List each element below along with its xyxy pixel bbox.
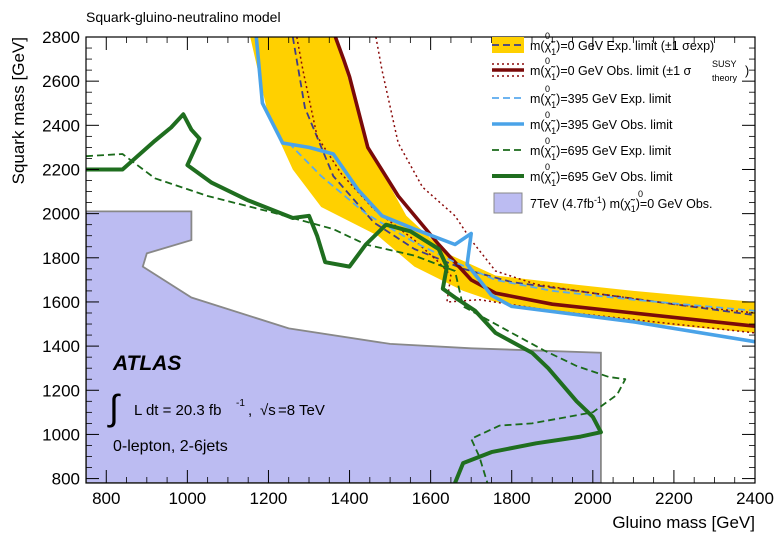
legend-sup-5: 0 [545,162,550,172]
energy-label: =8 TeV [278,402,325,419]
atlas-label: ATLAS [112,352,181,375]
legend-label-prev: 7TeV (4.7fb-1) m(χ̃1)=0 GeV Obs. [530,195,713,214]
x-tick-label: 1600 [412,489,450,508]
plot-frame [85,36,756,484]
y-axis-title: Squark mass [GeV] [9,37,28,184]
legend-sup-3: 0 [545,110,550,120]
x-tick-label: 2200 [655,489,693,508]
lumi-separator: , [248,402,252,419]
x-tick-label: 2400 [736,489,774,508]
legend-label-3: m(χ̃1)=395 GeV Obs. limit [530,118,673,136]
legend-sup-2: 0 [545,84,550,94]
y-tick-label: 2200 [42,160,80,179]
plot-area [86,37,755,483]
legend-label-5: m(χ̃1)=695 GeV Obs. limit [530,170,673,188]
lumi-integral: ∫ [107,387,121,428]
lumi-text: L dt = 20.3 fb [134,402,221,419]
legend-sup-1: 0 [545,56,550,66]
y-tick-label: 1600 [42,293,80,312]
y-tick-label: 2000 [42,205,80,224]
y-tick-label: 1200 [42,381,80,400]
lumi-exponent: -1 [236,398,245,409]
series-line-3 [296,37,755,334]
selection-label: 0-lepton, 2-6jets [113,438,228,455]
x-tick-label: 1000 [168,489,206,508]
y-tick-label: 1000 [42,425,80,444]
legend-paren: ) [745,64,749,78]
x-tick-label: 800 [92,489,120,508]
legend-sup-4: 0 [545,136,550,146]
x-tick-label: 1400 [331,489,369,508]
x-axis-title: Gluino mass [GeV] [612,513,755,532]
legend-label-2: m(χ̃1)=395 GeV Exp. limit [530,92,672,110]
y-tick-label: 2400 [42,116,80,135]
y-tick-label: 2600 [42,72,80,91]
legend-label-4: m(χ̃1)=695 GeV Exp. limit [530,144,672,162]
y-tick-label: 1400 [42,337,80,356]
previous-7tev-region [86,210,602,483]
legend-prev-sup: 0 [638,189,643,199]
legend-susy-sup: SUSY [712,59,737,69]
series-line-5 [254,37,755,344]
legend-label-0: m(χ̃1)=0 GeV Exp. limit (±1 σexp) [530,39,714,57]
legend-label-1: m(χ̃1)=0 GeV Obs. limit (±1 σ [530,64,692,82]
x-tick-label: 2000 [574,489,612,508]
series-line-1 [333,37,755,328]
sqrt-s-label: √s [260,402,276,419]
y-tick-label: 1800 [42,249,80,268]
series-line-7 [86,112,603,483]
legend-theory-sub: theory [712,73,738,83]
series-line-6 [86,153,627,483]
y-tick-label: 2800 [42,28,80,47]
x-tick-label: 1200 [250,489,288,508]
legend-sup-0: 0 [545,31,550,41]
legend: m(χ̃1)=0 GeV Exp. limit (±1 σexp)0m(χ̃1)… [492,31,749,214]
legend-swatch-prev [493,192,523,214]
page-title: Squark-gluino-neutralino model [86,9,281,25]
expected-limit-band [250,37,755,333]
y-tick-label: 800 [52,470,80,489]
x-tick-label: 1800 [493,489,531,508]
